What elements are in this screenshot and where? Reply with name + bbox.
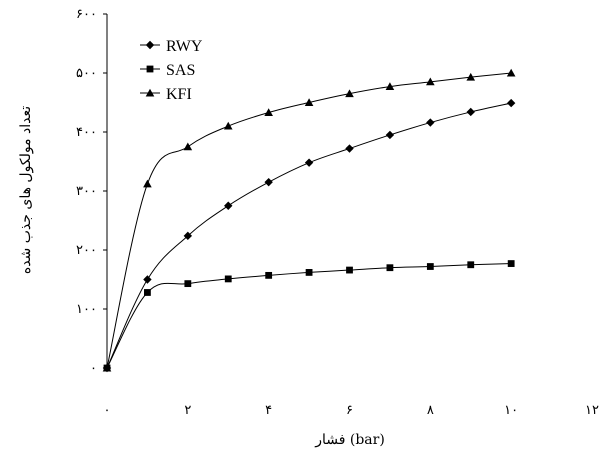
legend-label-sas: SAS [166,62,195,79]
data-point-rwy [264,177,273,187]
series-kfi [102,68,516,372]
x-tick-label: ۲ [184,403,191,418]
data-point-kfi [426,77,435,86]
data-point-sas [265,271,273,279]
x-tick-label: ۶ [346,403,353,418]
x-tick-label: ۰ [104,403,111,418]
y-axis-title: تعداد مولکول های جذب شده [18,106,34,274]
y-tick-label: ۴۰۰ [76,125,97,140]
axes: ۰ ۱۰۰ ۲۰۰ ۳۰۰ ۴۰۰ ۵۰۰ ۶۰۰ ۰ ۲ ۴ ۶ ۸ ۱۰ ۱۲ [76,7,599,418]
series-line-sas [106,263,512,369]
y-tick-label: ۳۰۰ [76,184,97,199]
data-point-rwy [466,107,475,117]
legend-item-sas: SAS [140,62,195,79]
data-point-kfi [143,179,152,188]
legend: RWY SAS KFI [140,38,203,103]
data-point-rwy [345,144,354,153]
series-sas [103,260,515,372]
data-point-kfi [385,82,395,91]
x-tick-label: ۴ [265,403,272,418]
data-point-sas [144,289,151,296]
x-tick-label: ۱۲ [585,403,599,418]
data-point-kfi [466,72,476,81]
y-tick-label: ۵۰۰ [76,66,97,81]
data-point-sas [346,266,353,274]
legend-item-kfi: KFI [140,86,192,103]
series-line-kfi [106,72,512,369]
series-rwy [102,98,516,373]
data-point-rwy [304,158,314,167]
legend-label-rwy: RWY [166,38,203,55]
x-tick-label: ۱۰ [504,403,518,418]
data-point-sas [386,264,394,272]
data-point-kfi [304,98,314,106]
legend-marker-kfi [145,88,155,97]
data-point-kfi [183,142,193,151]
y-tick-label: ۰ [90,361,97,376]
x-axis-title: فشار (bar) [314,432,385,448]
series-layer [102,68,516,373]
y-tick-label: ۱۰۰ [76,302,97,317]
data-point-rwy [183,231,193,241]
data-point-rwy [385,130,395,140]
data-point-rwy [143,275,152,284]
data-point-rwy [426,118,435,127]
legend-item-rwy: RWY [140,38,203,55]
data-point-kfi [264,108,273,116]
data-point-rwy [224,201,233,210]
data-point-rwy [506,98,516,108]
data-point-kfi [102,363,112,372]
y-tick-label: ۲۰۰ [76,243,97,258]
legend-marker-sas [146,65,154,73]
data-point-sas [224,275,232,283]
series-line-rwy [106,102,512,369]
x-tick-label: ۸ [427,403,434,418]
data-point-sas [507,260,515,267]
data-point-sas [184,280,192,288]
data-point-sas [305,269,313,276]
data-point-kfi [506,68,516,77]
y-tick-label: ۶۰۰ [76,7,97,22]
data-point-kfi [345,89,354,98]
data-point-sas [467,261,475,269]
data-point-sas [426,263,434,270]
legend-marker-rwy [145,40,155,50]
data-point-kfi [223,121,233,130]
legend-label-kfi: KFI [166,86,192,103]
